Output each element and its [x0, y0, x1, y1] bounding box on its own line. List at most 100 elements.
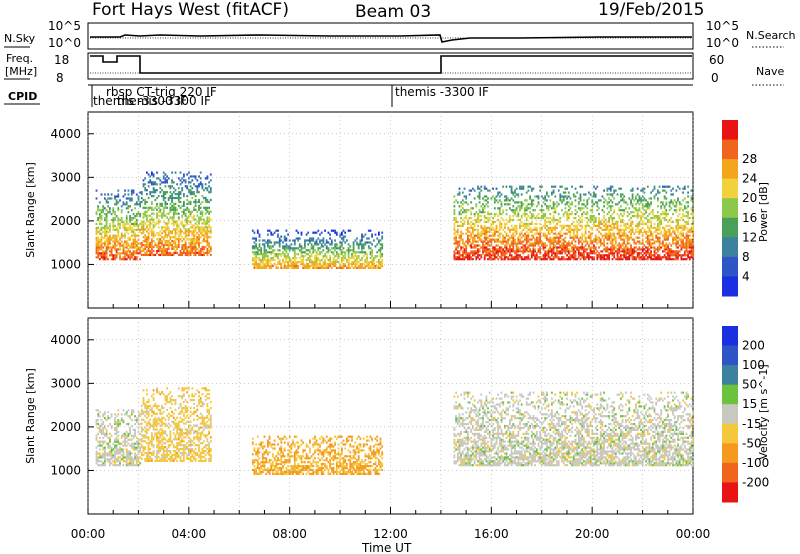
heatmap-cell — [465, 211, 468, 214]
heatmap-cell — [507, 199, 510, 202]
heatmap-cell — [645, 222, 647, 225]
heatmap-cell — [648, 228, 651, 231]
heatmap-cell — [549, 248, 552, 251]
heatmap-cell — [255, 237, 257, 240]
heatmap-cell — [493, 230, 496, 233]
heatmap-cell — [124, 232, 126, 235]
heatmap-cell — [638, 215, 641, 218]
heatmap-cell — [574, 226, 577, 229]
heatmap-cell — [265, 251, 268, 254]
heatmap-cell — [510, 185, 513, 188]
heatmap-cell — [179, 179, 182, 182]
heatmap-cell — [186, 198, 189, 202]
heatmap-cell — [557, 250, 560, 253]
heatmap-cell — [255, 266, 257, 269]
heatmap-cell — [566, 244, 568, 247]
heatmap-cell — [117, 450, 120, 453]
heatmap-cell — [97, 254, 99, 257]
cpid-entry: themis -3300 IF — [117, 94, 211, 108]
heatmap-cell — [640, 248, 642, 251]
heatmap-cell — [204, 183, 207, 186]
heatmap-cell — [109, 446, 111, 449]
heatmap-cell — [127, 189, 130, 192]
heatmap-cell — [488, 213, 491, 216]
heatmap-cell — [566, 211, 568, 214]
heatmap-cell — [193, 191, 195, 194]
heatmap-cell — [356, 237, 358, 240]
heatmap-cell — [613, 244, 616, 247]
heatmap-cell — [132, 228, 135, 231]
heatmap-cell — [609, 185, 612, 188]
heatmap-cell — [662, 250, 664, 253]
heatmap-cell — [688, 258, 691, 261]
heatmap-cell — [287, 247, 289, 250]
heatmap-cell — [675, 258, 678, 261]
heatmap-cell — [551, 193, 553, 196]
heatmap-cell — [455, 234, 457, 237]
heatmap-cell — [675, 236, 678, 239]
heatmap-cell — [599, 256, 602, 259]
heatmap-cell — [650, 252, 652, 255]
heatmap-cell — [579, 258, 582, 261]
heatmap-cell — [144, 222, 147, 225]
heatmap-cell — [667, 224, 669, 227]
heatmap-cell — [162, 181, 165, 184]
heatmap-cell — [630, 199, 632, 202]
heatmap-cell — [596, 242, 599, 245]
heatmap-cell — [678, 187, 681, 190]
heatmap-cell — [606, 226, 609, 229]
heatmap-cell — [102, 230, 105, 233]
heatmap-cell — [174, 208, 177, 211]
heatmap-cell — [366, 253, 368, 256]
heatmap-cell — [130, 228, 133, 231]
heatmap-cell — [334, 249, 336, 252]
heatmap-cell — [95, 197, 98, 200]
heatmap-cell — [162, 226, 165, 229]
heatmap-cell — [201, 247, 204, 251]
heatmap-cell — [117, 201, 120, 204]
heatmap-cell — [199, 218, 202, 221]
heatmap-cell — [468, 258, 471, 261]
heatmap-cell — [147, 249, 150, 253]
heatmap-cell — [663, 232, 666, 235]
heatmap-cell — [110, 426, 113, 430]
heatmap-cell — [183, 251, 185, 254]
heatmap-cell — [482, 228, 484, 231]
heatmap-cell — [611, 228, 614, 231]
heatmap-cell — [470, 236, 473, 239]
heatmap-cell — [678, 236, 681, 239]
heatmap-cell — [372, 259, 375, 262]
heatmap-cell — [376, 243, 379, 246]
heatmap-cell — [522, 246, 525, 249]
heatmap-cell — [292, 257, 294, 260]
heatmap-cell — [688, 250, 691, 253]
heatmap-cell — [512, 215, 515, 218]
heatmap-cell — [537, 236, 540, 239]
heatmap-cell — [203, 228, 205, 231]
heatmap-cell — [378, 262, 380, 266]
heatmap-cell — [293, 243, 296, 246]
heatmap-cell — [569, 197, 572, 200]
heatmap-cell — [172, 247, 175, 251]
heatmap-cell — [485, 236, 488, 239]
heatmap-cell — [522, 244, 525, 247]
heatmap-cell — [692, 254, 695, 257]
heatmap-cell — [493, 254, 496, 257]
heatmap-cell — [102, 254, 105, 257]
heatmap-cell — [465, 248, 468, 251]
heatmap-cell — [658, 226, 661, 229]
heatmap-cell — [198, 228, 200, 231]
power-y-axis-label: Slant Range [km] — [24, 162, 37, 258]
heatmap-cell — [549, 226, 552, 229]
heatmap-cell — [547, 226, 550, 229]
heatmap-cell — [599, 250, 602, 253]
heatmap-cell — [487, 189, 489, 192]
heatmap-cell — [132, 222, 135, 225]
heatmap-cell — [364, 259, 367, 262]
heatmap-cell — [566, 197, 568, 200]
heatmap-cell — [208, 236, 210, 239]
heatmap-cell — [579, 252, 582, 255]
heatmap-cell — [470, 224, 473, 227]
heatmap-cell — [110, 213, 113, 216]
heatmap-cell — [110, 415, 113, 418]
